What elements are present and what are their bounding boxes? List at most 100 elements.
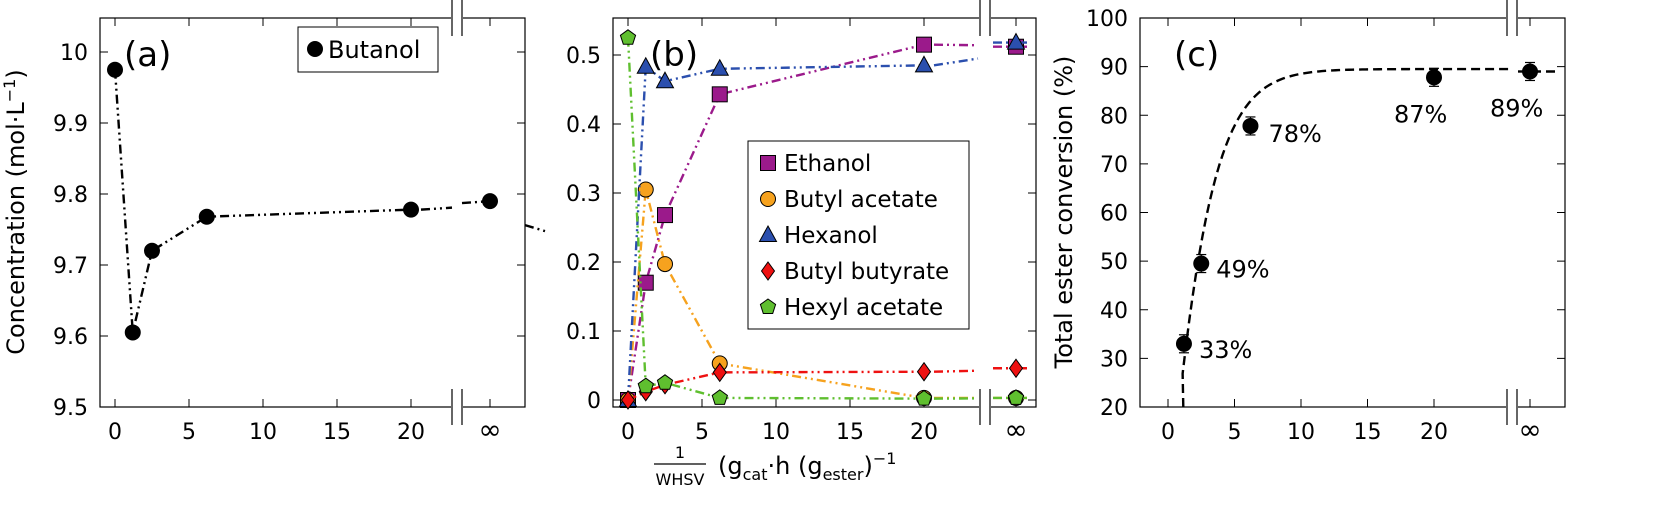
x-tick-label: 15 <box>836 420 864 445</box>
data-point-hexyl-acetate <box>656 374 674 390</box>
data-label: 87% <box>1394 100 1447 128</box>
series-line-4 <box>626 37 925 400</box>
panel-label: (a) <box>124 35 171 75</box>
data-point-ethanol <box>916 36 932 53</box>
data-point-butyl-butyrate <box>1008 358 1024 379</box>
data-point-conversion <box>1193 255 1210 272</box>
panel-2: 20 30 40 50 60 70 80 90 100 0 5 10 15 20 ∞ (c) 33% 49% 78%… <box>1050 0 1566 446</box>
y-tick-label: 0.3 <box>566 182 601 207</box>
data-label: 89% <box>1490 94 1543 122</box>
x-tick-label: ∞ <box>478 413 501 446</box>
data-point-butanol <box>144 242 160 259</box>
data-point-hexanol <box>1006 32 1026 50</box>
x-tick-label: 0 <box>1161 420 1175 445</box>
data-label: 33% <box>1199 336 1252 364</box>
series-line-butanol <box>113 69 412 333</box>
legend-marker-butanol <box>307 41 323 57</box>
y-tick-label: 0.5 <box>566 44 601 69</box>
y-tick-label: 0.4 <box>566 113 601 138</box>
data-point-butyl-butyrate <box>712 362 727 383</box>
x-tick-label: 5 <box>1228 420 1242 445</box>
data-label: 78% <box>1268 120 1321 148</box>
data-point-butanol <box>198 208 215 225</box>
data-point-butanol <box>403 201 419 218</box>
y-tick-label: 30 <box>1100 347 1128 372</box>
x-tick-label: 0 <box>621 420 635 445</box>
fit-curve <box>1181 67 1512 408</box>
legend-label-4: Hexyl acetate <box>784 295 943 321</box>
y-tick-label: 70 <box>1100 153 1128 178</box>
data-point-butyl-butyrate <box>620 390 636 410</box>
data-point-hexyl-acetate <box>915 389 933 406</box>
panel-0: 9.5 9.6 9.7 9.8 9.9 10 0 5 10 15 20 ∞ (a) Butanol Conc… <box>0 0 546 446</box>
y-tick-label: 9.8 <box>53 183 88 208</box>
data-point-ethanol <box>657 207 673 224</box>
series-line-butanol-inf <box>461 199 491 205</box>
data-point-ethanol <box>711 86 728 103</box>
panel-1: 0 0.1 0.2 0.3 0.4 0.5 0 5 10 15 20 ∞ (b) Ethanol Butyl… <box>566 0 1037 489</box>
x-tick-label: 10 <box>249 420 277 445</box>
y-tick-label: 9.6 <box>53 325 88 350</box>
y-axis-label: Concentration (mol·L−1) <box>0 69 30 354</box>
y-tick-label: 50 <box>1100 250 1128 275</box>
x-axis-label: (gcat·h (gester)−1 <box>718 449 896 484</box>
series-line-butanol-tail <box>420 206 453 211</box>
y-tick-label: 20 <box>1100 396 1128 421</box>
y-tick-label: 10 <box>60 41 88 66</box>
data-point-hexanol <box>655 71 675 89</box>
x-tick-label: 10 <box>1287 420 1315 445</box>
panel-label: (c) <box>1174 35 1219 75</box>
series-line-tail-0 <box>933 43 979 47</box>
data-point-butyl-acetate <box>637 181 654 198</box>
data-point-hexyl-acetate <box>711 389 728 405</box>
data-point-butyl-butyrate <box>916 361 932 382</box>
x-tick-label: ∞ <box>1004 413 1027 446</box>
y-tick-label: 0.1 <box>566 320 601 345</box>
legend-label-butanol: Butanol <box>328 36 420 64</box>
data-point-conversion <box>1175 335 1192 352</box>
y-tick-label: 80 <box>1100 104 1128 129</box>
data-point-hexyl-acetate <box>1007 389 1025 405</box>
data-point-ethanol <box>637 274 654 291</box>
data-point-butanol <box>482 193 498 210</box>
x-label-fraction-numerator: 1 <box>675 443 685 462</box>
data-point-butanol <box>124 324 141 341</box>
panel-label: (b) <box>650 35 698 75</box>
legend-marker-4 <box>759 298 777 314</box>
x-tick-label: ∞ <box>1518 413 1541 446</box>
legend-label-3: Butyl butyrate <box>784 259 949 285</box>
legend-box <box>747 140 970 330</box>
legend-label-1: Butyl acetate <box>784 187 938 213</box>
x-tick-label: 5 <box>695 420 709 445</box>
data-label: 49% <box>1216 256 1269 284</box>
series-line-butanol-out <box>524 223 546 233</box>
x-tick-label: 10 <box>762 420 790 445</box>
plot-frame-1 <box>612 17 1037 408</box>
data-point-hexanol <box>914 55 934 73</box>
data-point-hexanol <box>710 58 730 76</box>
legend-label-2: Hexanol <box>784 223 878 249</box>
series-line-tail-2 <box>933 57 979 67</box>
legend-label-0: Ethanol <box>784 151 871 177</box>
x-tick-label: 0 <box>108 420 122 445</box>
legend-marker-1 <box>760 191 776 207</box>
y-tick-label: 9.7 <box>53 254 88 279</box>
data-point-butyl-acetate <box>657 256 673 273</box>
legend-marker-0 <box>760 155 776 171</box>
x-tick-label: 15 <box>323 420 351 445</box>
x-tick-label: 20 <box>1420 420 1448 445</box>
x-tick-label: 5 <box>182 420 196 445</box>
y-tick-label: 0 <box>587 389 601 414</box>
data-point-conversion <box>1242 117 1259 134</box>
data-point-conversion <box>1426 69 1442 86</box>
y-tick-label: 9.9 <box>53 112 88 137</box>
data-point-conversion <box>1522 63 1538 80</box>
legend-marker-2 <box>758 224 778 242</box>
y-tick-label: 0.2 <box>566 251 601 276</box>
x-label-fraction-denominator: WHSV <box>656 470 705 489</box>
y-tick-label: 90 <box>1100 56 1128 81</box>
data-point-hexanol <box>636 56 656 74</box>
data-point-hexyl-acetate <box>619 29 637 45</box>
